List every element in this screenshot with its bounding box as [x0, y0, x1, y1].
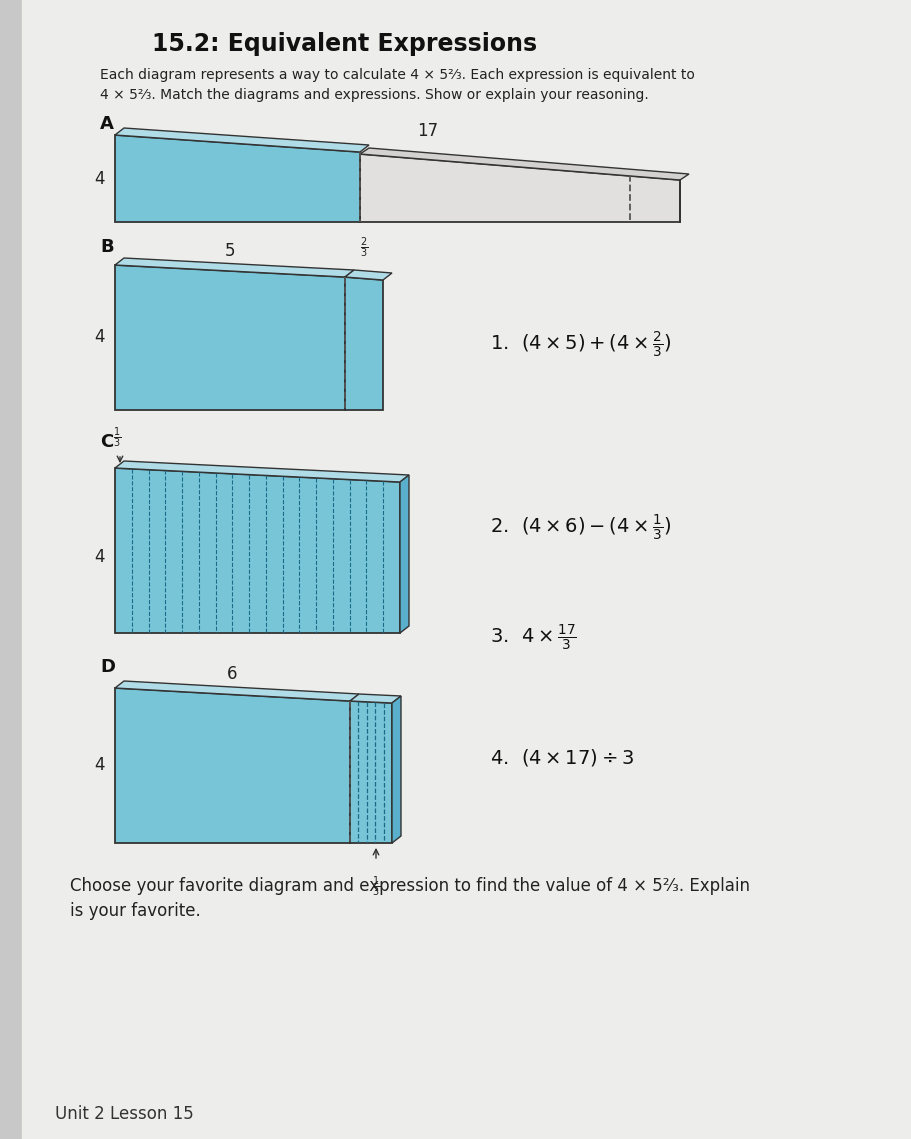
- Text: B: B: [100, 238, 114, 256]
- Text: A: A: [100, 115, 114, 133]
- Polygon shape: [115, 688, 350, 843]
- Text: 4: 4: [95, 170, 105, 188]
- Polygon shape: [115, 468, 400, 633]
- Polygon shape: [345, 277, 383, 410]
- Text: 4: 4: [95, 549, 105, 566]
- Text: is your favorite.: is your favorite.: [70, 902, 200, 920]
- Polygon shape: [115, 128, 369, 151]
- Polygon shape: [360, 154, 680, 222]
- Text: 3.  $4\times\frac{17}{3}$: 3. $4\times\frac{17}{3}$: [490, 623, 577, 653]
- Polygon shape: [400, 475, 409, 633]
- Polygon shape: [360, 148, 689, 180]
- Text: 6: 6: [227, 665, 238, 683]
- Text: 1.  $(4\times5)+(4\times\frac{2}{3})$: 1. $(4\times5)+(4\times\frac{2}{3})$: [490, 330, 672, 360]
- Text: 15.2: Equivalent Expressions: 15.2: Equivalent Expressions: [152, 32, 537, 56]
- Text: 4: 4: [95, 328, 105, 346]
- Polygon shape: [115, 265, 345, 410]
- Text: Unit 2 Lesson 15: Unit 2 Lesson 15: [55, 1105, 194, 1123]
- Text: $\frac{1}{3}$: $\frac{1}{3}$: [372, 875, 380, 900]
- Text: 4: 4: [95, 756, 105, 775]
- Text: Each diagram represents a way to calculate 4 × 5²⁄₃. Each expression is equivale: Each diagram represents a way to calcula…: [100, 68, 695, 82]
- Text: 17: 17: [417, 122, 438, 140]
- Text: 5: 5: [225, 241, 235, 260]
- Text: $\frac{1}{3}$: $\frac{1}{3}$: [113, 426, 121, 450]
- Polygon shape: [115, 259, 354, 277]
- Text: 4.  $(4\times17)\div3$: 4. $(4\times17)\div3$: [490, 747, 634, 769]
- Text: D: D: [100, 658, 115, 677]
- Polygon shape: [115, 681, 359, 700]
- Text: Choose your favorite diagram and expression to find the value of 4 × 5²⁄₃. Expla: Choose your favorite diagram and express…: [70, 877, 750, 895]
- Text: $\frac{2}{3}$: $\frac{2}{3}$: [360, 236, 368, 260]
- Polygon shape: [115, 136, 360, 222]
- Polygon shape: [392, 696, 401, 843]
- Text: 2.  $(4\times6)-(4\times\frac{1}{3})$: 2. $(4\times6)-(4\times\frac{1}{3})$: [490, 513, 672, 543]
- Text: 4 × 5²⁄₃. Match the diagrams and expressions. Show or explain your reasoning.: 4 × 5²⁄₃. Match the diagrams and express…: [100, 88, 649, 103]
- Polygon shape: [115, 461, 409, 482]
- Text: C: C: [100, 433, 113, 451]
- Polygon shape: [350, 700, 392, 843]
- Polygon shape: [350, 694, 401, 703]
- Polygon shape: [345, 270, 392, 280]
